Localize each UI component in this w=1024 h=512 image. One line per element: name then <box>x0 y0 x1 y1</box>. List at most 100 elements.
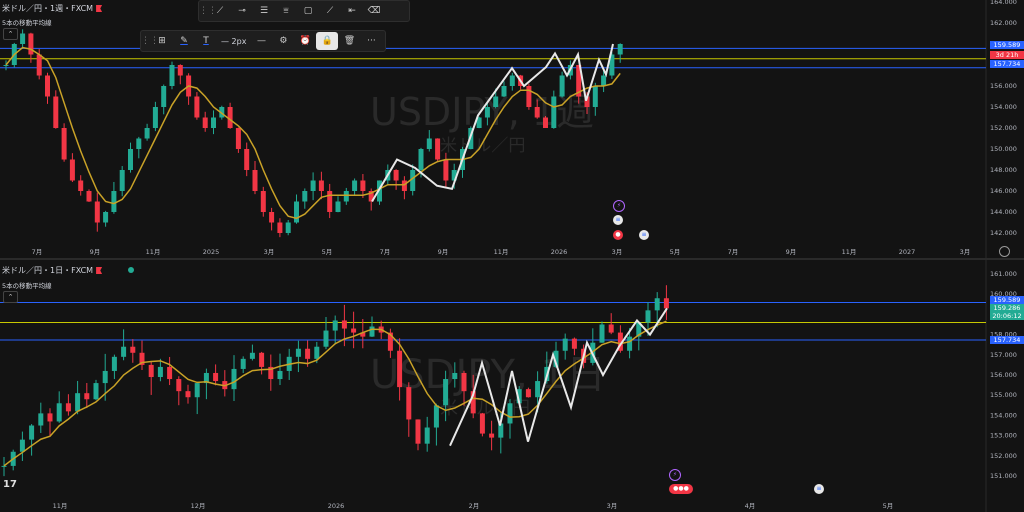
moving-average-line <box>5 46 621 220</box>
candle-body <box>327 191 333 212</box>
price-axis-label: 152.000 <box>990 124 1017 132</box>
candle-body <box>185 391 191 398</box>
arrow-marker-icon[interactable]: ⇤ <box>348 6 356 16</box>
time-axis-label: 3月 <box>607 502 618 510</box>
symbol-watermark-sub: 米ドル／円 <box>440 136 525 156</box>
lock-icon[interactable]: 🔒 <box>316 32 339 50</box>
line-color-icon[interactable]: ✎ <box>180 36 188 46</box>
candle-body <box>169 65 175 86</box>
more-icon[interactable]: ··· <box>367 36 376 46</box>
tradingview-logo-icon: 17 <box>3 479 17 490</box>
jp-flag-event-icon[interactable]: ●●● <box>669 484 693 494</box>
candle-body <box>608 324 614 333</box>
daily-chart-canvas[interactable]: 161.000160.000159.000158.000157.000156.0… <box>0 260 1024 512</box>
candle-body <box>501 86 507 97</box>
price-axis-label: 151.000 <box>990 472 1017 480</box>
zigzag-drawing <box>371 43 614 203</box>
candle-body <box>451 170 457 181</box>
parallel-channel-icon[interactable]: ☰ <box>259 6 269 16</box>
time-axis-label: 2027 <box>899 248 916 256</box>
candle-body <box>526 86 532 107</box>
candle-body <box>119 170 125 191</box>
candle-body <box>360 180 366 191</box>
candle-body <box>335 201 341 212</box>
moving-average-line <box>3 320 667 467</box>
settings-icon[interactable]: ⚙ <box>279 36 288 46</box>
line-width-button[interactable]: — 2px <box>221 36 247 46</box>
collapse-legend-button[interactable]: ⌃ <box>3 28 18 40</box>
candle-body <box>252 170 258 191</box>
candle-body <box>489 433 495 438</box>
us-flag-event-icon[interactable]: ≡ <box>639 230 649 240</box>
candle-body <box>352 180 358 191</box>
daily-chart-pane[interactable]: 161.000160.000159.000158.000157.000156.0… <box>0 260 1024 512</box>
price-axis-label: 154.000 <box>990 103 1017 111</box>
us-flag-event-icon[interactable]: ≡ <box>613 215 623 225</box>
candle-body <box>302 191 308 202</box>
time-axis-label: 2月 <box>469 502 480 510</box>
candle-body <box>479 413 485 434</box>
pane-divider[interactable] <box>0 258 1024 260</box>
event-lightning-icon[interactable]: ⚡ <box>669 469 681 481</box>
candle-body <box>28 33 34 55</box>
price-axis-label: 153.000 <box>990 432 1017 440</box>
event-lightning-icon[interactable]: ⚡ <box>613 200 625 212</box>
trash-icon[interactable]: 🗑 <box>343 36 356 46</box>
candle-body <box>84 393 90 400</box>
candle-body <box>418 149 424 170</box>
candle-body <box>285 222 291 233</box>
candle-body <box>599 324 605 343</box>
candle-body <box>38 413 44 426</box>
candle-body <box>294 201 299 223</box>
time-axis-label: 9月 <box>90 248 101 256</box>
candle-body <box>601 75 607 86</box>
candle-body <box>45 75 50 97</box>
price-axis-label: 146.000 <box>990 187 1017 195</box>
eraser-icon[interactable]: ⌫ <box>367 6 381 16</box>
alarm-icon[interactable]: ⏰ <box>299 36 312 46</box>
candle-body <box>310 180 316 191</box>
candle-body <box>410 170 416 191</box>
candle-body <box>484 107 490 118</box>
drag-handle-icon[interactable]: ⋮⋮ <box>199 6 217 16</box>
candle-body <box>397 350 403 388</box>
price-tag: 3d 21h <box>990 51 1024 59</box>
horizontal-ray-icon[interactable]: ⊸ <box>238 6 246 16</box>
brush-icon[interactable]: ⟋ <box>326 6 334 16</box>
text-color-icon[interactable]: T <box>203 36 209 46</box>
daily-ma-legend[interactable]: 5本の移動平均線 <box>2 282 52 290</box>
candle-body <box>323 330 329 347</box>
templates-icon[interactable]: ⊞ <box>158 36 166 46</box>
rectangle-icon[interactable]: ▢ <box>303 6 313 16</box>
line-style-icon[interactable]: — <box>256 36 266 46</box>
candle-body <box>94 201 100 223</box>
candle-body <box>377 180 382 202</box>
gear-icon[interactable] <box>999 246 1010 257</box>
candle-body <box>102 370 108 384</box>
drag-handle-icon[interactable]: ⋮⋮ <box>141 36 159 46</box>
price-tag: 159.589 <box>990 41 1024 49</box>
weekly-symbol-legend[interactable]: 米ドル／円・1週・FXCM <box>2 3 103 14</box>
candle-body <box>443 159 449 181</box>
fib-icon[interactable]: ⩸ <box>283 6 289 16</box>
price-axis-label: 160.000 <box>990 290 1017 298</box>
weekly-ma-legend[interactable]: 5本の移動平均線 <box>2 19 52 27</box>
candle-body <box>152 107 158 128</box>
candle-body <box>452 372 458 380</box>
candle-body <box>69 159 75 181</box>
collapse-legend-button[interactable]: ⌃ <box>3 291 18 303</box>
trend-line-icon[interactable]: ⟋ <box>216 6 224 16</box>
candle-body <box>617 332 623 351</box>
daily-symbol-legend[interactable]: 米ドル／円・1日・FXCM <box>2 265 135 276</box>
time-axis-label: 11月 <box>146 248 161 256</box>
candle-body <box>249 352 255 359</box>
jp-flag-event-icon[interactable]: ● <box>613 230 623 240</box>
candle-body <box>121 346 127 357</box>
candle-body <box>406 387 412 420</box>
symbol-watermark: USDJPY, 1週 <box>370 90 594 134</box>
us-flag-event-icon[interactable]: ≡ <box>814 484 824 494</box>
candle-body <box>343 191 349 202</box>
time-axis-label: 9月 <box>786 248 797 256</box>
candle-body <box>144 128 150 139</box>
time-axis-label: 2026 <box>328 502 345 510</box>
